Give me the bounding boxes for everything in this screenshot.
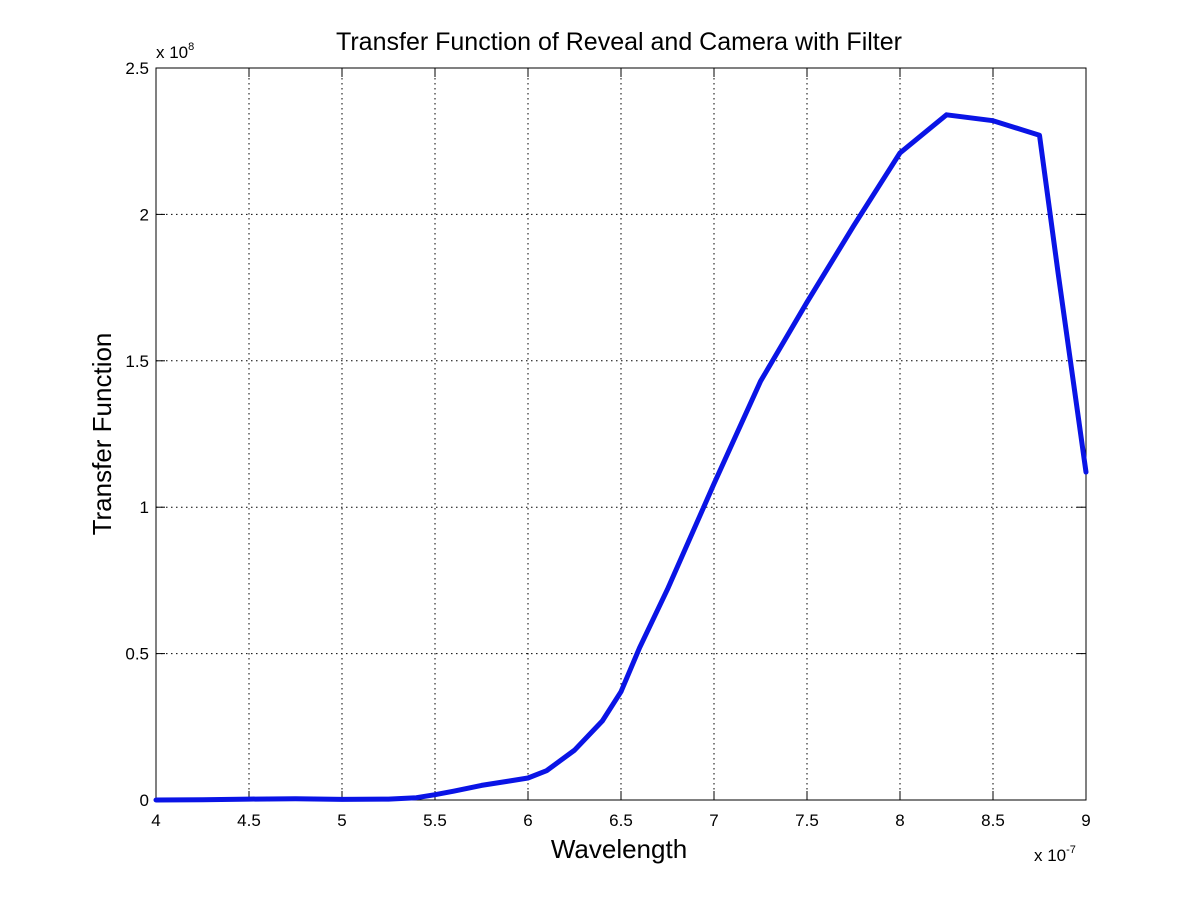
x-tick-label: 5 xyxy=(337,811,346,830)
y-tick-label: 0 xyxy=(140,791,149,810)
y-axis-label: Transfer Function xyxy=(87,333,117,536)
x-tick-label: 6.5 xyxy=(609,811,633,830)
series-line xyxy=(153,112,1089,803)
x-tick-label: 4 xyxy=(151,811,160,830)
x-axis-multiplier: x 10-7 xyxy=(1034,844,1076,865)
grid-lines xyxy=(156,68,1086,800)
x-tick-label: 9 xyxy=(1081,811,1090,830)
y-tick-label: 1.5 xyxy=(125,352,149,371)
chart-title: Transfer Function of Reveal and Camera w… xyxy=(336,28,902,56)
x-tick-label: 8.5 xyxy=(981,811,1005,830)
x-tick-label: 7.5 xyxy=(795,811,819,830)
x-tick-label: 4.5 xyxy=(237,811,261,830)
x-axis-label: Wavelength xyxy=(551,834,687,864)
y-tick-label: 2 xyxy=(140,205,149,224)
axis-ticks: 4 4.5 5 5.5 6 6.5 7 7.5 8 8.5 9 0 0.5 1 1.5 2 2.5 xyxy=(125,59,1090,830)
x-tick-label: 7 xyxy=(709,811,718,830)
y-tick-label: 1 xyxy=(140,498,149,517)
x-tick-label: 6 xyxy=(523,811,532,830)
y-tick-label: 2.5 xyxy=(125,59,149,78)
y-axis-multiplier: x 108 xyxy=(156,41,194,62)
x-tick-label: 8 xyxy=(895,811,904,830)
y-tick-label: 0.5 xyxy=(125,645,149,664)
series-layer xyxy=(153,112,1089,803)
x-tick-label: 5.5 xyxy=(423,811,447,830)
